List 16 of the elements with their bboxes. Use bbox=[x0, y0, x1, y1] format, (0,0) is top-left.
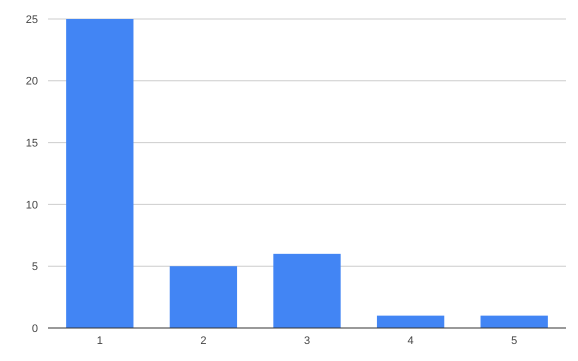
bar bbox=[376, 316, 444, 328]
bar bbox=[170, 266, 238, 328]
x-tick-label: 2 bbox=[200, 335, 206, 347]
bar bbox=[273, 254, 341, 328]
x-tick-label: 4 bbox=[408, 335, 414, 347]
x-tick-label: 3 bbox=[304, 335, 310, 347]
y-tick-label: 20 bbox=[26, 76, 38, 88]
y-tick-label: 0 bbox=[32, 322, 38, 335]
y-tick-label: 5 bbox=[32, 261, 38, 274]
y-tick-label: 15 bbox=[26, 137, 38, 150]
y-tick-label: 25 bbox=[26, 14, 38, 26]
y-tick-label: 10 bbox=[26, 199, 38, 212]
bar bbox=[66, 19, 134, 328]
x-tick-label: 5 bbox=[511, 335, 518, 347]
bar bbox=[480, 316, 548, 328]
x-tick-label: 1 bbox=[96, 335, 103, 347]
